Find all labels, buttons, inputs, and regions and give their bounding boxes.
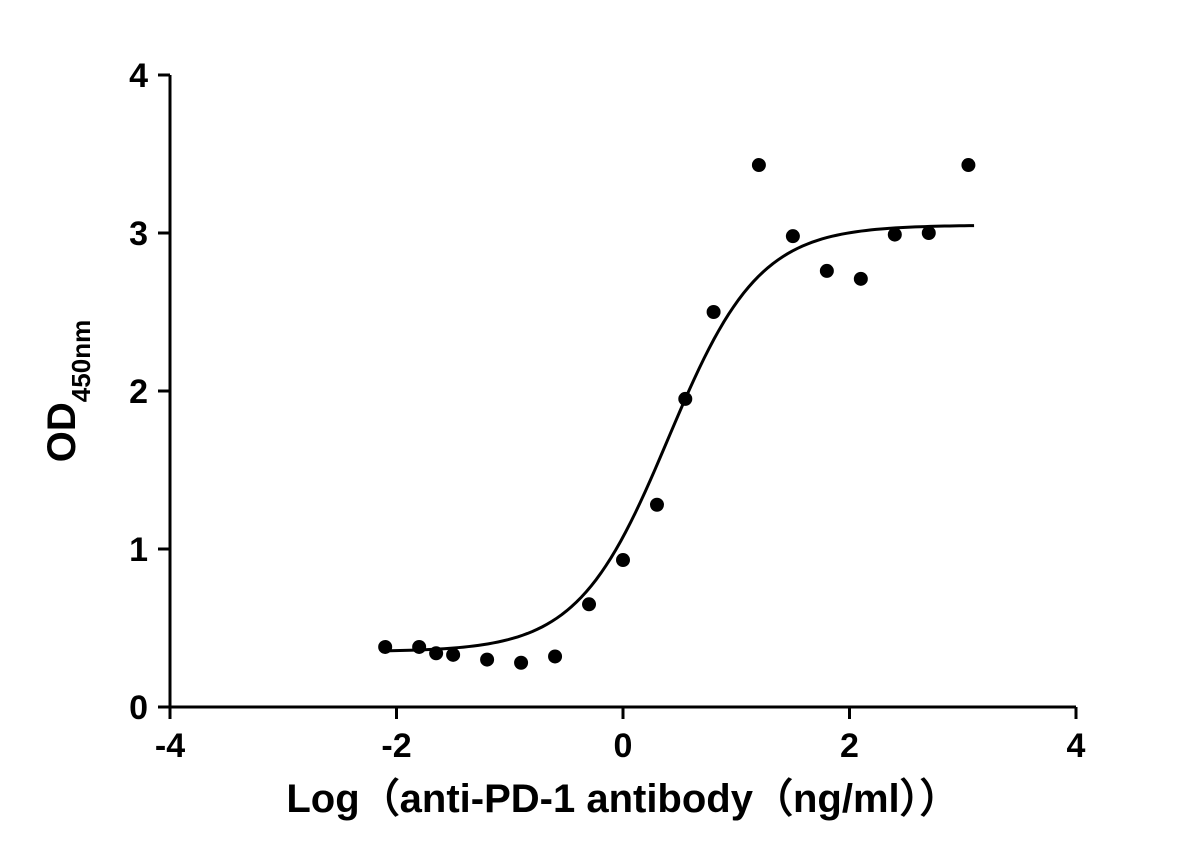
x-tick-label: -2 <box>381 727 411 765</box>
y-axis-title-sub: 450nm <box>66 320 96 402</box>
chart-container: -4 -2 0 2 4 0 1 2 3 4 Log（anti-PD-1 antibody（ng/ml… <box>0 0 1194 863</box>
data-point <box>752 158 766 172</box>
data-point <box>786 229 800 243</box>
x-axis-title: Log（anti-PD-1 antibody（ng/ml）） <box>286 777 959 821</box>
data-point <box>582 597 596 611</box>
y-tick-label: 4 <box>129 57 148 95</box>
data-point <box>678 392 692 406</box>
data-point <box>480 653 494 667</box>
data-point <box>961 158 975 172</box>
x-tick-label: 0 <box>614 727 633 765</box>
y-axis-title: OD450nm <box>40 320 96 462</box>
x-tick-label: 2 <box>840 727 859 765</box>
data-point <box>446 648 460 662</box>
data-point <box>650 498 664 512</box>
data-point <box>378 640 392 654</box>
data-point <box>820 264 834 278</box>
data-point <box>429 646 443 660</box>
y-axis-title-group: OD450nm <box>40 320 96 462</box>
data-point <box>616 553 630 567</box>
y-tick-label: 1 <box>129 531 148 569</box>
dose-response-chart: -4 -2 0 2 4 0 1 2 3 4 Log（anti-PD-1 antibody（ng/ml… <box>0 0 1194 863</box>
fit-curve <box>385 226 974 651</box>
y-tick-label: 2 <box>129 373 148 411</box>
data-point <box>412 640 426 654</box>
y-tick-label: 0 <box>129 689 148 727</box>
x-tick-label: 4 <box>1067 727 1086 765</box>
data-point <box>707 305 721 319</box>
data-point <box>888 228 902 242</box>
y-axis-title-main: OD <box>40 402 84 462</box>
data-point <box>548 649 562 663</box>
data-point <box>514 656 528 670</box>
x-tick-label: -4 <box>155 727 185 765</box>
data-point <box>922 226 936 240</box>
y-tick-label: 3 <box>129 215 148 253</box>
data-point <box>854 272 868 286</box>
